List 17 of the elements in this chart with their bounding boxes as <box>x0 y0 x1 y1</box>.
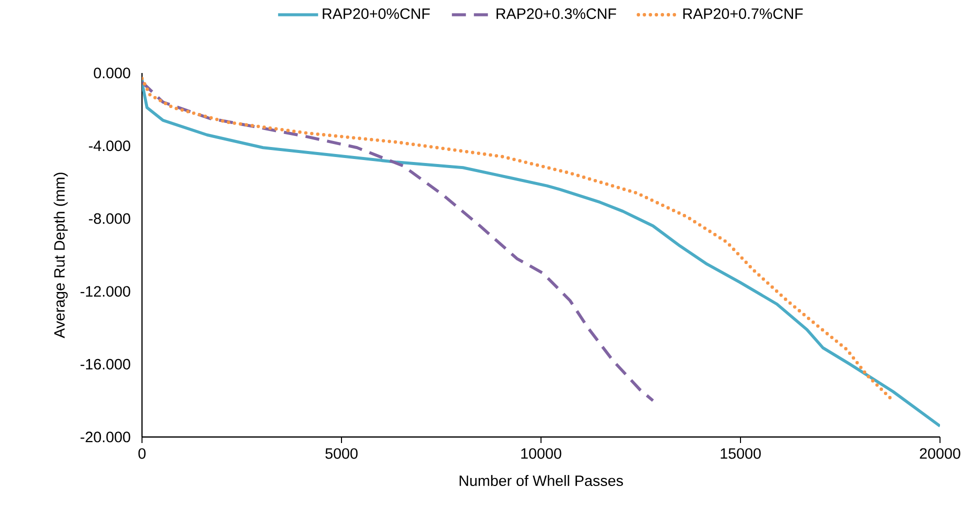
y-tick-label: -4.000 <box>88 140 130 152</box>
y-tick-label: -8.000 <box>88 213 130 224</box>
x-axis-title: Number of Whell Passes <box>460 475 623 486</box>
x-tick-label: 5000 <box>325 448 358 459</box>
y-tick-label: -16.000 <box>80 358 130 370</box>
x-tick-label: 10000 <box>521 448 562 459</box>
x-tick-label: 15000 <box>720 448 761 459</box>
y-tick-label: 0.000 <box>94 68 130 78</box>
legend-label: RAP20+0.7%CNF <box>683 8 803 20</box>
y-axis-title: Average Rut Depth (mm) <box>54 172 68 338</box>
y-tick-label: -20.000 <box>80 432 130 442</box>
line-series <box>142 80 654 402</box>
legend-label: RAP20+0%CNF <box>322 8 430 20</box>
legend-label: RAP20+0.3%CNF <box>496 8 616 20</box>
x-tick-label: 0 <box>138 448 146 459</box>
x-tick-label: 20000 <box>920 448 960 459</box>
y-tick-label: -12.000 <box>80 286 130 297</box>
